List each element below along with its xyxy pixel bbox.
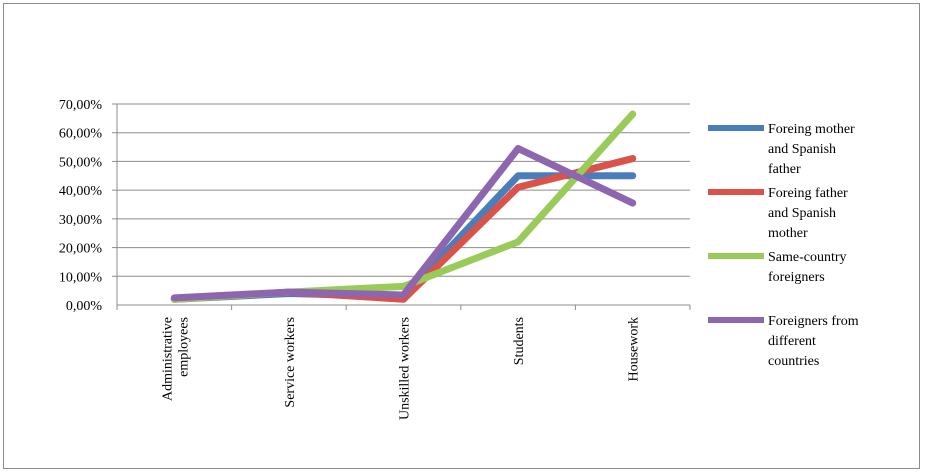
x-category-label: Administrativeemployees [160,317,191,401]
legend-label-line: Foreing father [768,186,848,201]
legend-label: Foreing father and Spanish mother [768,186,848,241]
series-line [170,155,637,303]
y-tick-label: 60,00% [59,127,103,142]
series-line [170,145,637,302]
x-category-label-line: employees [176,317,191,377]
y-axis-tick-labels: 0,00% 10,00% 20,00% 30,00% 40,00% 50,00% 60,00… [59,98,103,314]
grid-lines [117,103,690,277]
y-tick-label: 70,00% [59,98,103,113]
y-tick-label: 0,00% [66,299,103,314]
legend-label: Same-country foreigners [768,250,847,285]
x-category-label-line: Housework [627,317,642,382]
legend-label-line: different [768,334,816,349]
legend-label-line: Foreigners from [768,314,859,329]
legend-label: Foreing mother and Spanish father [768,122,855,177]
y-tick-label: 30,00% [59,213,103,228]
legend-label-line: countries [768,354,819,369]
x-category-label: Service workers [283,317,298,408]
legend-label: Foreigners from different countries [768,314,859,369]
x-category-label-line: Service workers [283,317,298,408]
series-lines [170,110,637,303]
y-tick-label: 10,00% [59,270,103,285]
x-axis-category-labels: Administrativeemployees Service workers Un… [160,317,641,420]
x-category-label-line: Administrative [160,317,175,401]
legend: Foreing mother and Spanish father Foreing f… [708,122,859,369]
y-tick-label: 50,00% [59,155,103,170]
legend-label-line: foreigners [768,270,825,285]
x-category-label-line: Students [512,317,527,365]
legend-label-line: Same-country [768,250,847,265]
legend-label-line: and Spanish [768,142,836,157]
y-tick-label: 20,00% [59,242,103,257]
x-category-label: Housework [627,317,642,382]
series-line [170,110,637,303]
x-category-label: Unskilled workers [398,317,413,420]
legend-label-line: Foreing mother [768,122,855,137]
legend-label-line: and Spanish [768,206,836,221]
y-tick-label: 40,00% [59,184,103,199]
legend-label-line: mother [768,226,808,241]
legend-label-line: father [768,162,801,177]
axes [112,103,691,310]
x-category-label-line: Unskilled workers [398,317,413,420]
x-category-label: Students [512,317,527,365]
